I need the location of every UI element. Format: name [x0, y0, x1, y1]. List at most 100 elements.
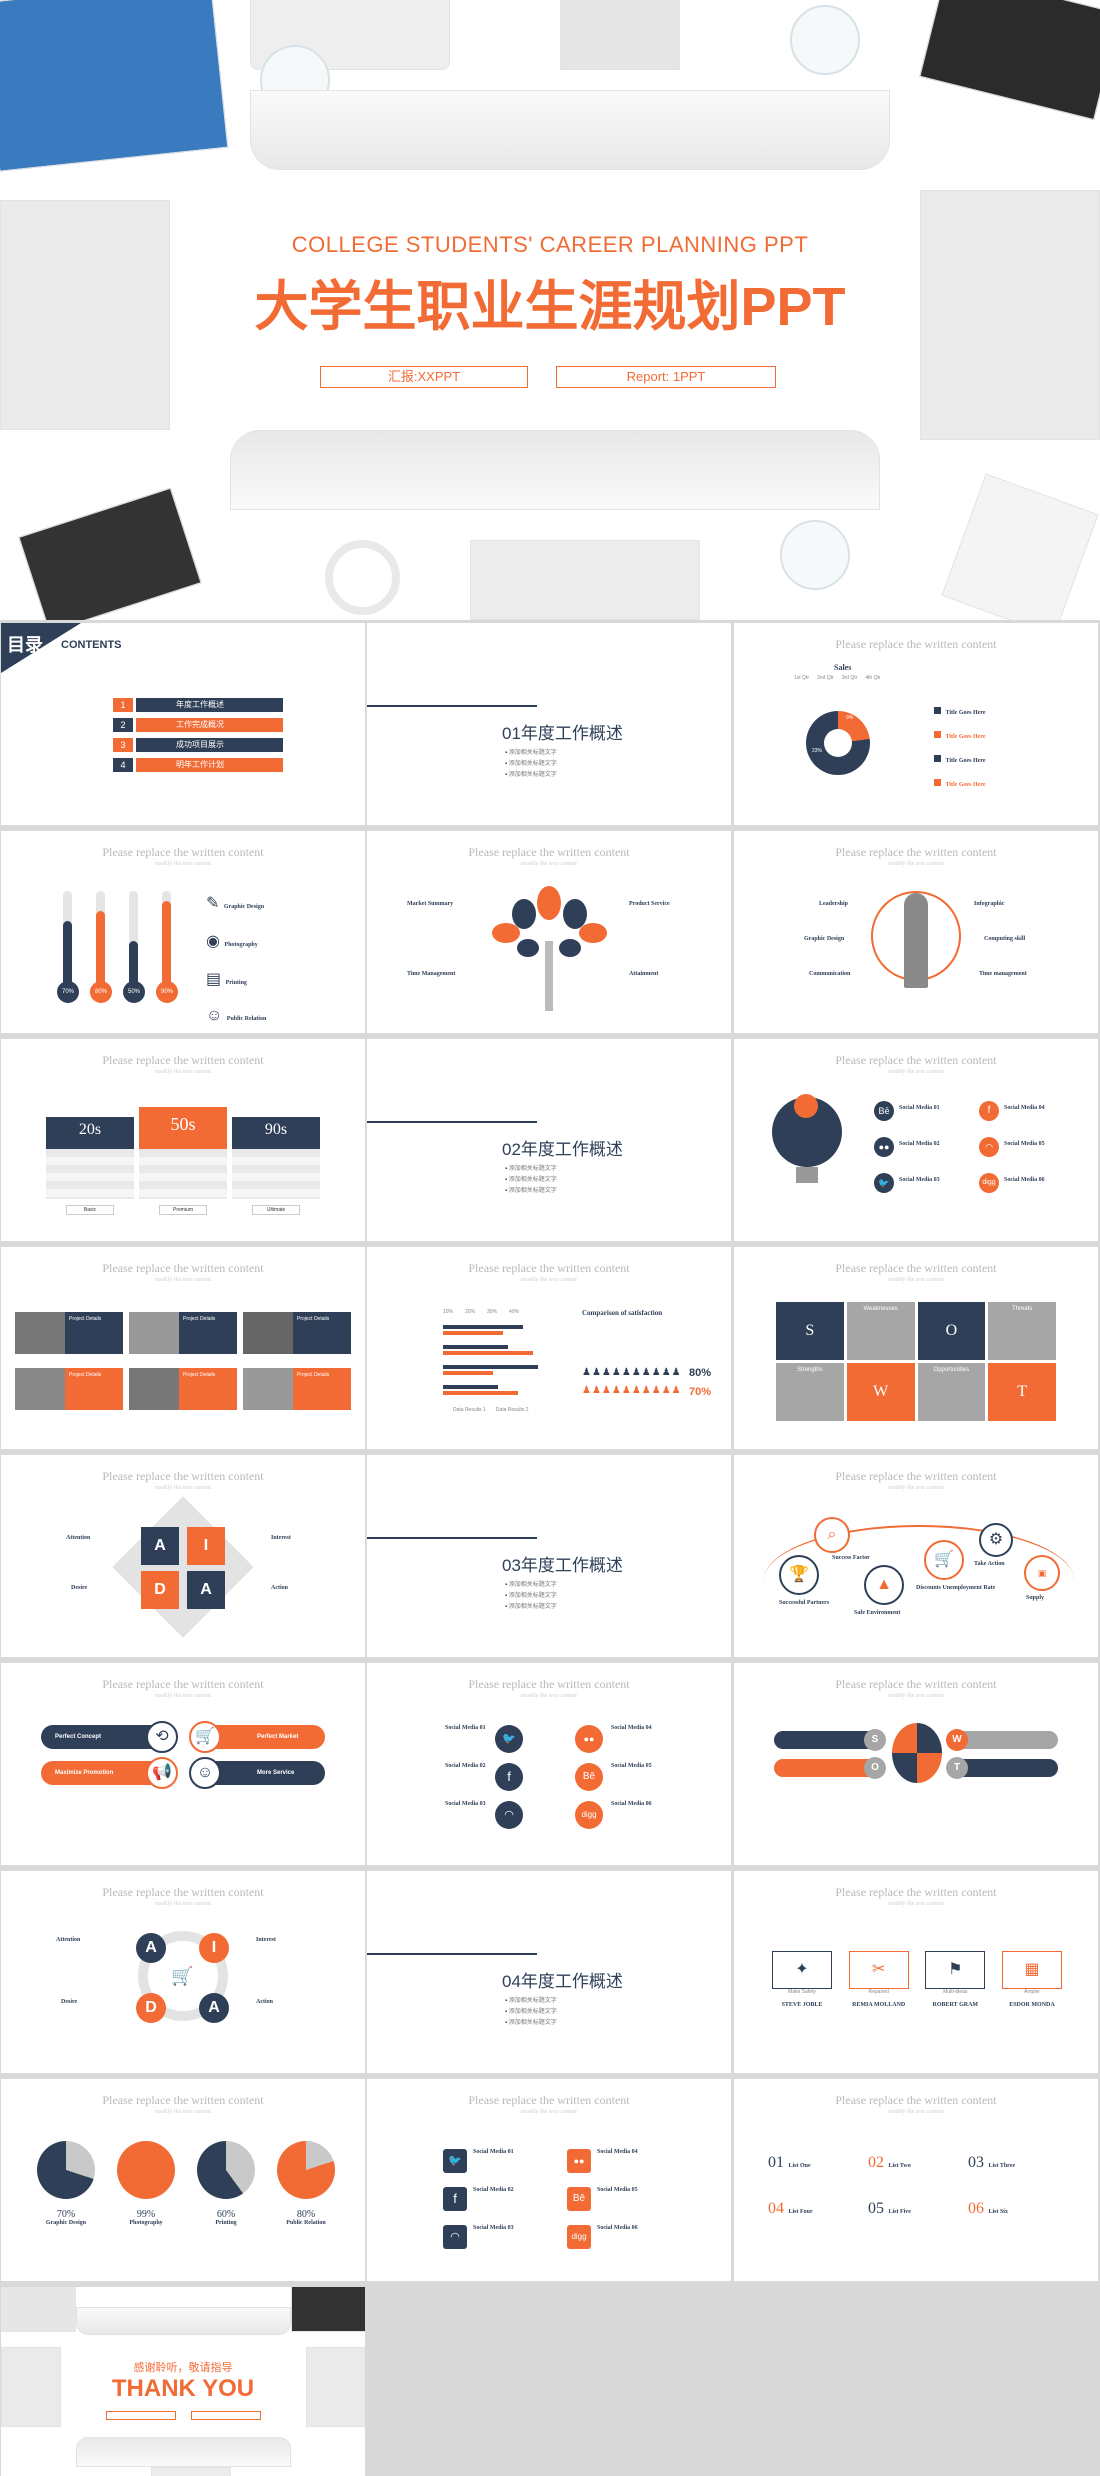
- sales-item: Title Goes Here: [934, 701, 1084, 719]
- laptop-left-decoration: [0, 200, 170, 430]
- tree-leaf: [563, 899, 587, 929]
- thanks-en: THANK YOU: [111, 2375, 255, 2402]
- list-item: 01 List One: [768, 2154, 811, 2171]
- cone-icon: ▲: [864, 1565, 904, 1605]
- sales-title: Sales: [834, 663, 852, 672]
- slide-social-squares[interactable]: Please replace the written content modif…: [367, 2079, 731, 2281]
- tree-leaf: [559, 939, 581, 957]
- cart-icon: 🛒: [171, 1966, 194, 1986]
- slide-hex-concepts[interactable]: Please replace the written content modif…: [1, 1663, 365, 1865]
- pricing-plan: 90s: [232, 1117, 320, 1149]
- slide-section-02[interactable]: 02年度工作概述 添加相关标题文字 添加相关标题文字 添加相关标题文字: [367, 1039, 731, 1241]
- facebook-icon: f: [979, 1101, 999, 1121]
- gear-icon: ⚙: [979, 1523, 1013, 1557]
- swot-label: Strengths: [776, 1363, 844, 1421]
- tree-leaf: [492, 923, 520, 943]
- slide-pie-stats[interactable]: Please replace the written content modif…: [1, 2079, 365, 2281]
- slide-steps[interactable]: Please replace the written content modif…: [734, 1455, 1098, 1657]
- hex-concept: Maximize Promotion: [41, 1761, 159, 1785]
- swot-label: Threats: [988, 1302, 1056, 1360]
- slide-tree[interactable]: Please replace the written content modif…: [367, 831, 731, 1033]
- slide-thank-you[interactable]: 感谢聆听，敬请指导 THANK YOU: [1, 2287, 365, 2476]
- slide-pricing[interactable]: Please replace the written content modif…: [1, 1039, 365, 1241]
- section-bullet: 添加相关标题文字: [505, 770, 557, 781]
- slide-grid: 目录 CONTENTS 1 年度工作概述 2 工作完成概况 3 成功项目展示 4…: [0, 620, 1100, 2476]
- thermo-item: ☺ Public Relation: [206, 1007, 267, 1024]
- swot-letter: O: [917, 1302, 986, 1360]
- list-item: 06 List Six: [968, 2200, 1008, 2217]
- sales-donut: [806, 711, 870, 775]
- contents-corner: [1, 623, 81, 673]
- twitter-icon: 🐦: [443, 2149, 467, 2173]
- satisfaction-axis: 10% 20% 30% 40%: [443, 1309, 520, 1315]
- thermo-value: 90%: [156, 981, 178, 1003]
- glass-icon: [790, 5, 860, 75]
- team-role: ✂ Repaired REMIA MOLLAND: [848, 1951, 909, 2008]
- pricing-button[interactable]: Basic: [66, 1205, 114, 1215]
- digg-icon: digg: [567, 2225, 591, 2249]
- slide-section-04[interactable]: 04年度工作概述 添加相关标题文字 添加相关标题文字 添加相关标题文字: [367, 1871, 731, 2073]
- clipboard-decoration: [941, 473, 1099, 620]
- thermo-item: ◉ Photography: [206, 933, 258, 950]
- slide-title: Please replace the written content: [835, 637, 997, 651]
- pie-stat: 70% Graphic Design: [31, 2141, 101, 2226]
- slide-social-circles[interactable]: Please replace the written content modif…: [367, 1663, 731, 1865]
- slide-satisfaction[interactable]: Please replace the written content modif…: [367, 1247, 731, 1449]
- pricing-button[interactable]: Ultimate: [252, 1205, 300, 1215]
- tree-trunk: [545, 941, 553, 1011]
- swot-letter: T: [988, 1363, 1056, 1421]
- flickr-icon: ●●: [575, 1725, 603, 1753]
- digg-icon: digg: [575, 1801, 603, 1829]
- slide-sales[interactable]: Please replace the written content Sales…: [734, 623, 1098, 825]
- team-card: Project Details: [15, 1368, 123, 1410]
- pricing-button[interactable]: Premium: [159, 1205, 207, 1215]
- slide-numbered-list[interactable]: Please replace the written content modif…: [734, 2079, 1098, 2281]
- team-card: Project Details: [129, 1368, 237, 1410]
- cover-reporter-box: 汇报:XXPPT: [320, 366, 528, 388]
- slide-swot-gears[interactable]: Please replace the written content modif…: [734, 1663, 1098, 1865]
- swot-label: Weaknesses: [846, 1302, 915, 1360]
- tree-leaf: [537, 886, 561, 920]
- contents-item[interactable]: 1 年度工作概述: [113, 698, 283, 712]
- laptop-right-decoration: [920, 190, 1100, 440]
- keyboard-bottom-decoration: [470, 540, 700, 620]
- slide-section-01[interactable]: 01年度工作概述 添加相关标题文字 添加相关标题文字 添加相关标题文字: [367, 623, 731, 825]
- section-title: 02年度工作概述: [502, 1140, 623, 1159]
- person-silhouette: [904, 893, 928, 988]
- swot-label: Opportunities: [917, 1363, 986, 1421]
- flickr-icon: ●●: [567, 2149, 591, 2173]
- section-bullet: 添加相关标题文字: [505, 759, 557, 770]
- cover-report-box: Report: 1PPT: [556, 366, 776, 388]
- contents-item[interactable]: 3 成功项目展示: [113, 738, 283, 752]
- team-role: ▦ Ampler ESDOR MONDA: [1001, 1951, 1062, 2008]
- slide-person[interactable]: Please replace the written content modif…: [734, 831, 1098, 1033]
- aida-letter: I: [187, 1527, 225, 1565]
- aida-letter: A: [141, 1527, 179, 1565]
- slide-aida-cart[interactable]: Please replace the written content modif…: [1, 1871, 365, 2073]
- slide-team-roles[interactable]: Please replace the written content modif…: [734, 1871, 1098, 2073]
- monitor-top-decoration: [250, 90, 890, 170]
- pie-stat: 60% Printing: [191, 2141, 261, 2226]
- slide-section-03[interactable]: 03年度工作概述 添加相关标题文字 添加相关标题文字 添加相关标题文字: [367, 1455, 731, 1657]
- aida-letter: A: [187, 1571, 225, 1609]
- slide-aida[interactable]: Please replace the written content modif…: [1, 1455, 365, 1657]
- slide-team-photos[interactable]: Please replace the written content modif…: [1, 1247, 365, 1449]
- thermo-value: 80%: [90, 981, 112, 1003]
- contents-item[interactable]: 4 明年工作计划: [113, 758, 283, 772]
- cart-icon: 🛒: [924, 1540, 964, 1580]
- hex-concept: Perfect Concept: [41, 1725, 159, 1749]
- rss-icon: ◠: [979, 1137, 999, 1157]
- contents-item[interactable]: 2 工作完成概况: [113, 718, 283, 732]
- slide-social-bulb[interactable]: Please replace the written content modif…: [734, 1039, 1098, 1241]
- refresh-icon: ⟲: [146, 1721, 178, 1753]
- sign-icon: ▣: [1024, 1555, 1060, 1591]
- slide-contents[interactable]: 目录 CONTENTS 1 年度工作概述 2 工作完成概况 3 成功项目展示 4…: [1, 623, 365, 825]
- swot-letter: S: [776, 1302, 844, 1360]
- trophy-icon: 🏆: [779, 1555, 819, 1595]
- slide-thermometers[interactable]: Please replace the written content modif…: [1, 831, 365, 1033]
- thermo-item: ▤ Printing: [206, 971, 247, 988]
- person-icon: ☺: [189, 1757, 221, 1789]
- thermo-value: 70%: [57, 981, 79, 1003]
- team-card: Project Details: [129, 1312, 237, 1354]
- slide-swot[interactable]: Please replace the written content modif…: [734, 1247, 1098, 1449]
